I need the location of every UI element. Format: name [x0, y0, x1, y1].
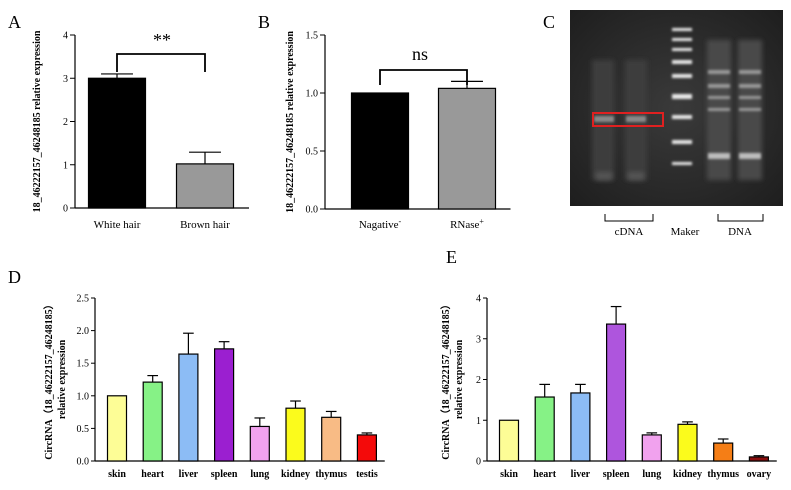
- gel-band-cdna-1: [594, 116, 614, 122]
- gel-bracket-cdna: [604, 214, 654, 222]
- x-tick-label: RNase+: [450, 217, 484, 232]
- x-tick-label: spleen: [211, 469, 238, 480]
- panel-label-c: C: [543, 12, 555, 32]
- y-tick-label: 4: [63, 31, 68, 42]
- y-tick-label: 4: [476, 294, 481, 305]
- bar-liver: [178, 353, 199, 462]
- gel-bracket-dna: [717, 214, 764, 222]
- chart-panel-a: 0 1 2 3 4 White hair Brown hair 18_46222157_462…: [32, 30, 249, 231]
- y-tick-label: 0.5: [77, 424, 90, 435]
- significance-bracket: [379, 69, 468, 85]
- y-tick-label: 0: [476, 457, 481, 468]
- bar-brown-hair: [175, 163, 235, 209]
- bar-kidney: [285, 407, 306, 462]
- x-tick-label: kidney: [673, 469, 702, 480]
- x-tick-label: White hair: [94, 219, 141, 231]
- y-tick-label: 0.5: [306, 147, 319, 158]
- y-tick-label: 1.5: [306, 31, 319, 42]
- chart-panel-d: 0.0 0.5 1.0 1.5 2.0 2.5 skin heart liver spleen lu…: [42, 294, 385, 480]
- significance-bracket: [116, 53, 206, 72]
- panel-label-d: D: [8, 267, 21, 287]
- significance-label: **: [153, 30, 171, 50]
- y-tick-label: 2: [476, 375, 481, 386]
- x-tick-label: testis: [356, 469, 378, 480]
- bar-spleen: [605, 323, 627, 462]
- x-tick-label: Nagative-: [359, 217, 402, 232]
- y-tick-label: 1.5: [77, 359, 90, 370]
- bar-kidney: [677, 423, 698, 462]
- x-tick-label: skin: [500, 469, 518, 480]
- chart-panel-b: 0.0 0.5 1.0 1.5 Nagative- RNase+ 18_46222157_4…: [285, 31, 511, 232]
- x-tick-label: thymus: [707, 469, 739, 480]
- x-tick-label: thymus: [315, 469, 347, 480]
- y-tick-label: 2: [63, 117, 68, 128]
- bar-lung: [641, 434, 662, 462]
- x-tick-label: spleen: [603, 469, 630, 480]
- x-tick-label: Brown hair: [180, 219, 230, 231]
- x-tick-label: heart: [533, 469, 556, 480]
- y-tick-label: 1.0: [306, 89, 319, 100]
- significance-label: ns: [412, 44, 428, 64]
- panel-label-a: A: [8, 12, 21, 32]
- bar-liver: [570, 392, 591, 462]
- gel-bands-dna: [708, 70, 761, 159]
- x-tick-label: lung: [642, 469, 661, 480]
- bar-spleen: [214, 348, 235, 462]
- y-tick-label: 0: [63, 204, 68, 215]
- bar-skin: [498, 419, 520, 462]
- gel-smear-cdna-2: [628, 172, 644, 180]
- gel-band-cdna-2: [626, 116, 646, 122]
- chart-panel-e: 0 1 2 3 4 skin heart liver spleen lung kidney thymu…: [439, 294, 777, 480]
- bar-rnase+: [437, 87, 497, 210]
- x-tick-label: skin: [108, 469, 126, 480]
- y-tick-label: 1: [476, 416, 481, 427]
- y-tick-label: 2.5: [77, 294, 90, 305]
- x-tick-label: heart: [141, 469, 164, 480]
- panel-label-e: E: [446, 247, 457, 267]
- x-tick-label: ovary: [747, 469, 771, 480]
- bar-thymus: [321, 416, 342, 462]
- panel-label-b: B: [258, 12, 270, 32]
- y-axis-label-line1: CircRNA（18_46222157_46248185）: [42, 299, 55, 459]
- y-axis-label-line2: relative expression: [454, 339, 465, 419]
- bar-white-hair: [87, 77, 147, 209]
- x-tick-label: kidney: [281, 469, 310, 480]
- y-tick-label: 3: [476, 334, 481, 345]
- bar-heart: [534, 396, 555, 462]
- x-tick-label: lung: [250, 469, 269, 480]
- y-axis-label-line1: CircRNA（18_46222157_46248185）: [439, 299, 452, 459]
- y-axis-label-line2: relative expression: [57, 339, 68, 419]
- x-tick-label: liver: [571, 469, 591, 480]
- gel-smear-cdna-1: [596, 172, 612, 180]
- y-tick-label: 3: [63, 74, 68, 85]
- y-axis-label: 18_46222157_46248185 relative expression: [32, 30, 43, 212]
- bar-heart: [142, 381, 163, 462]
- y-tick-label: 0.0: [306, 205, 319, 216]
- gel-image: cDNA Maker DNA: [570, 10, 783, 238]
- gel-marker-ladder: [672, 28, 692, 165]
- y-tick-label: 1.0: [77, 391, 90, 402]
- bar-lung: [249, 425, 270, 462]
- bar-testis: [356, 434, 377, 462]
- gel-highlight-box: [592, 112, 664, 127]
- y-tick-label: 1: [63, 160, 68, 171]
- y-tick-label: 2.0: [77, 326, 90, 337]
- x-tick-label: liver: [179, 469, 199, 480]
- gel-label-maker: Maker: [671, 226, 700, 238]
- y-axis-label: 18_46222157_46248185 relative expression: [285, 31, 296, 213]
- bar-nagative-: [350, 92, 410, 210]
- bar-thymus: [713, 442, 734, 462]
- gel-label-dna: DNA: [728, 226, 752, 238]
- y-tick-label: 0.0: [77, 457, 90, 468]
- bar-skin: [106, 395, 128, 462]
- bar-ovary: [748, 456, 770, 462]
- gel-label-cdna: cDNA: [615, 226, 644, 238]
